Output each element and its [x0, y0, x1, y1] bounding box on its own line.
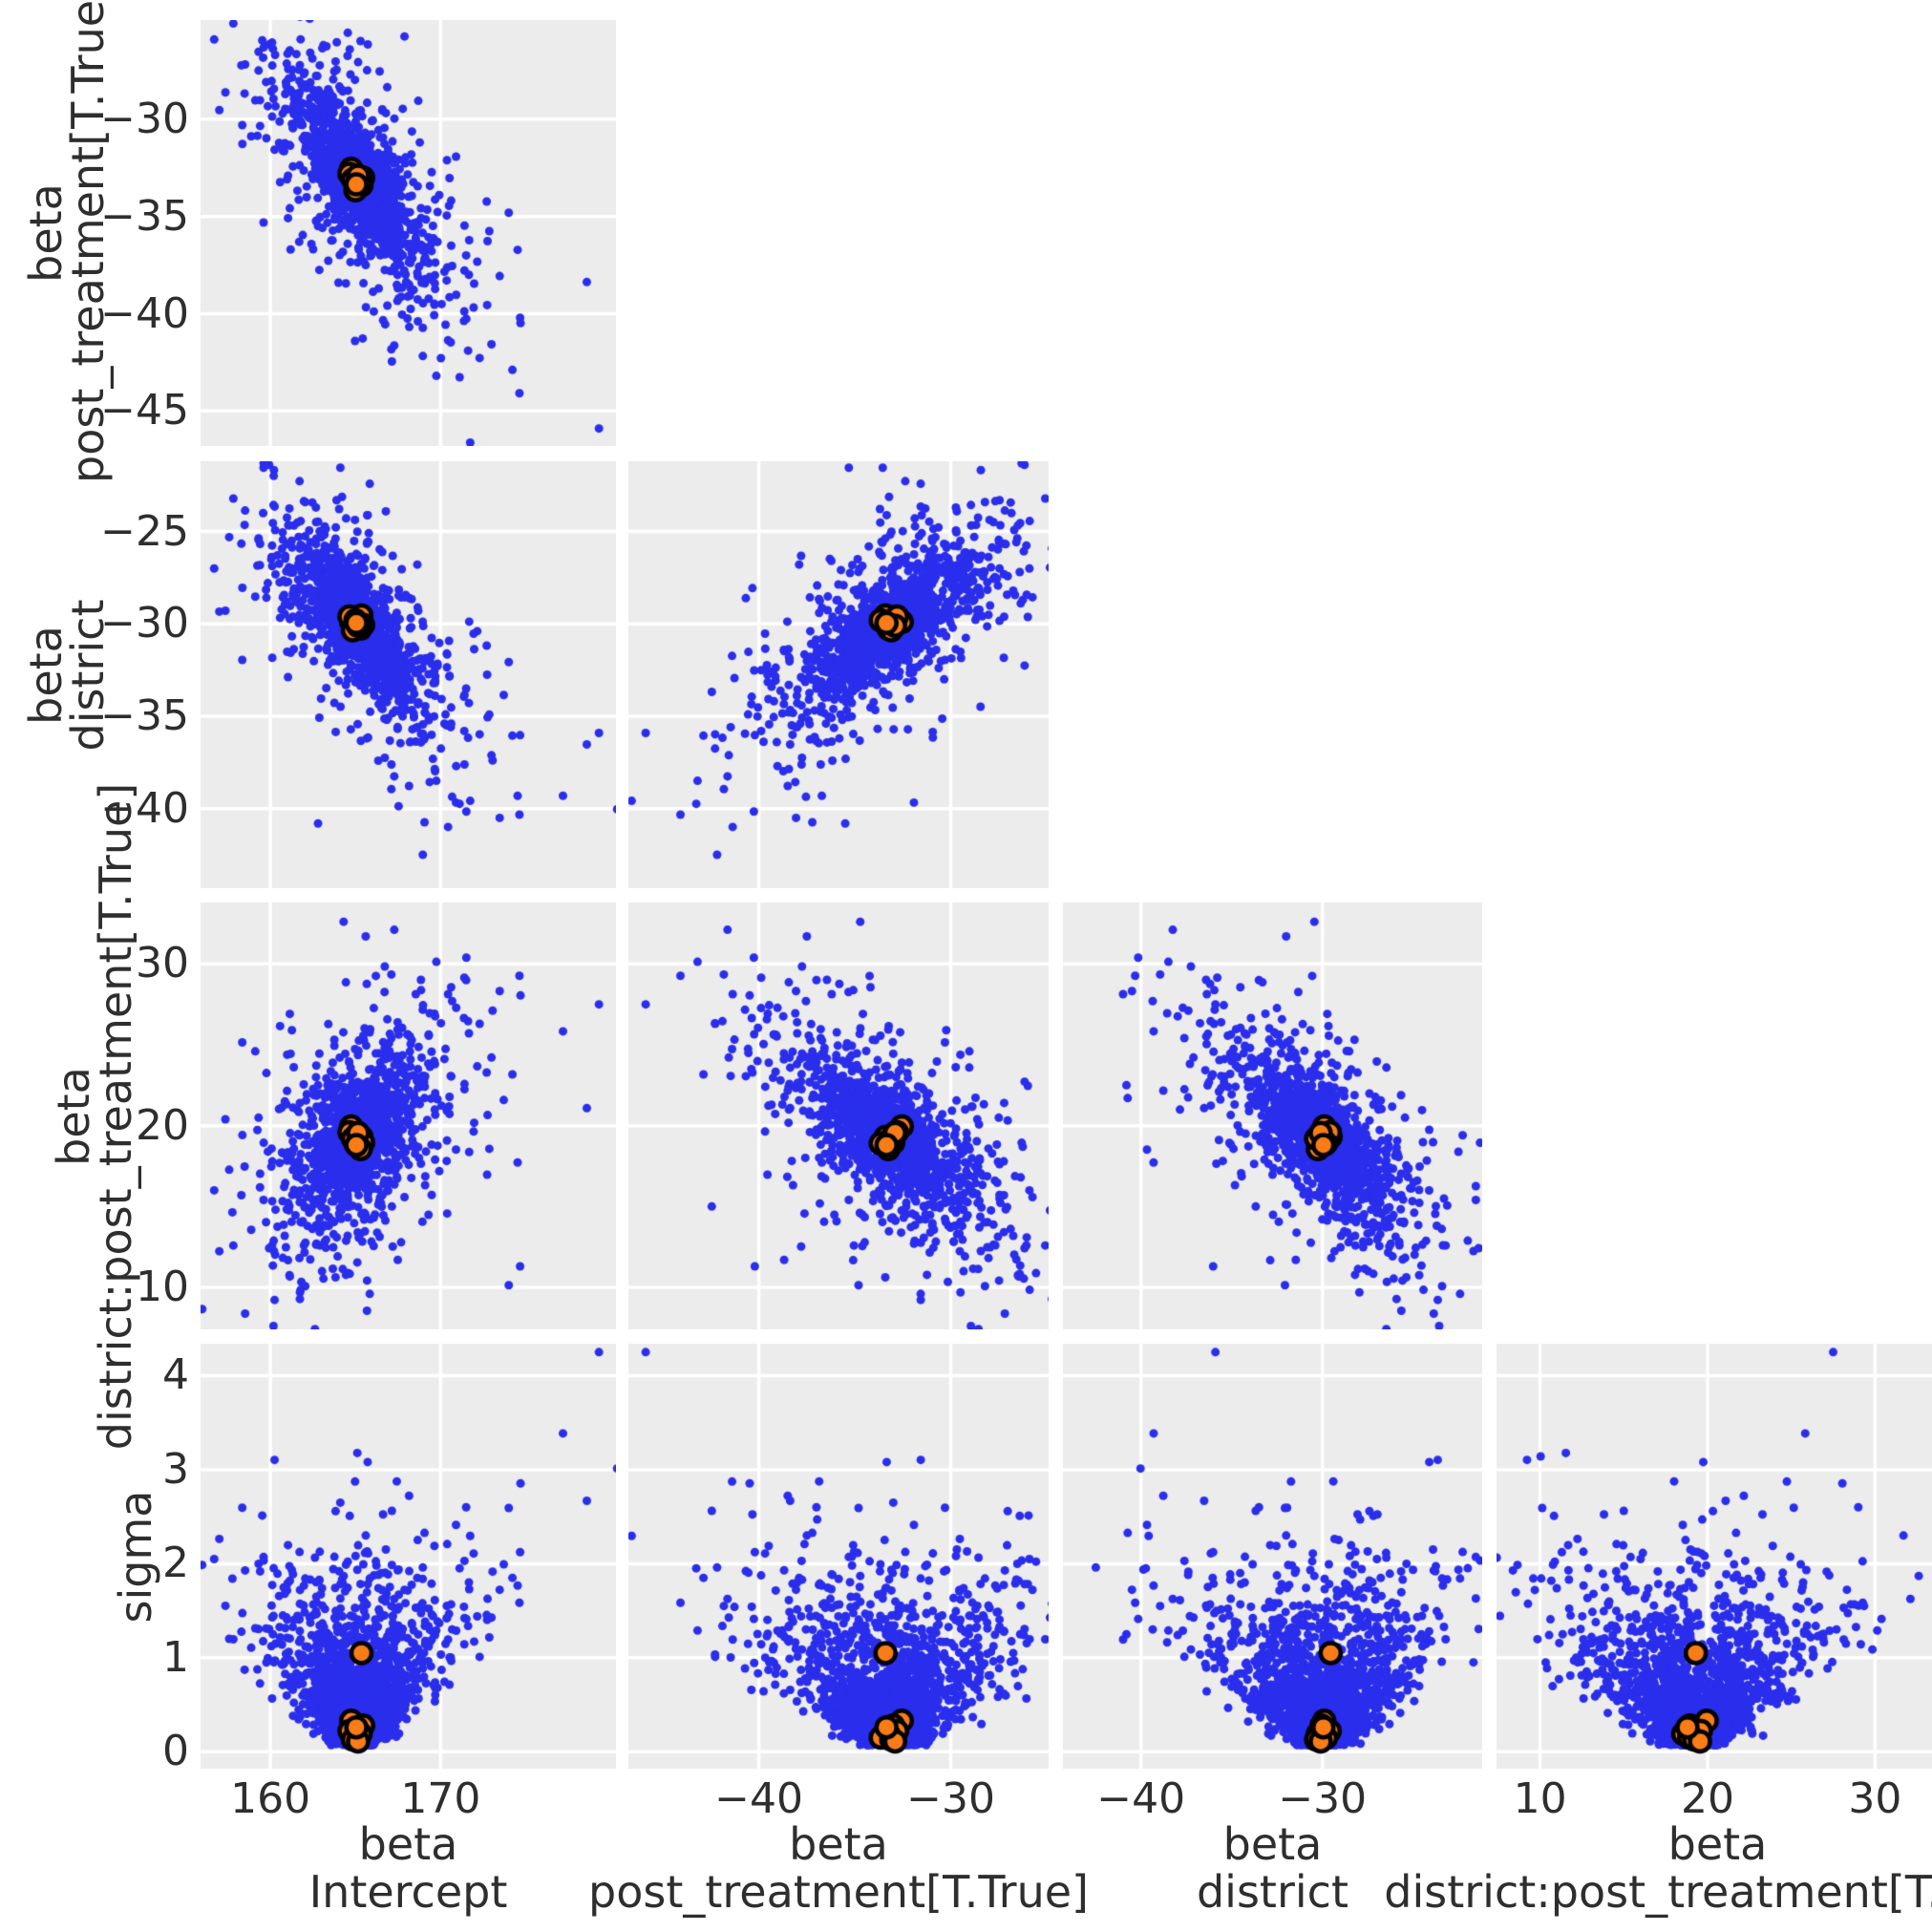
scatter-panel-interaction-vs-intercept: [201, 902, 616, 1329]
scatter-panel-sigma-vs-post_treatment: [628, 1344, 1049, 1769]
y-tick-label-sigma: 1: [162, 1632, 189, 1682]
y-tick-label-post_treatment: −30: [100, 94, 189, 143]
scatter-panel-district-vs-post_treatment: [628, 461, 1049, 888]
y-tick-label-sigma: 3: [162, 1444, 189, 1494]
x-axis-label-line: beta: [1222, 1818, 1323, 1870]
scatter-panel-sigma-vs-intercept: [201, 1344, 616, 1769]
y-tick-label-district: −40: [100, 783, 189, 833]
scatter-panel-post_treatment-vs-intercept: [201, 20, 616, 446]
y-tick-label-post_treatment: −35: [100, 191, 189, 241]
x-axis-label-line: beta: [358, 1818, 458, 1870]
y-tick-label-sigma: 4: [162, 1350, 189, 1400]
x-tick-label-post_treatment: −40: [714, 1774, 804, 1823]
scatter-panel-interaction-vs-district: [1063, 902, 1482, 1329]
y-tick-label-sigma: 0: [162, 1727, 189, 1776]
x-axis-label-line: Intercept: [308, 1866, 508, 1918]
x-tick-label-district: −40: [1096, 1774, 1186, 1823]
y-tick-label-interaction: 10: [136, 1262, 189, 1311]
x-axis-label-intercept: beta Intercept: [46, 1820, 772, 1916]
y-axis-label-interaction-line2: district:post_treatment[T.True]: [90, 782, 141, 1450]
x-tick-label-interaction: 20: [1680, 1774, 1734, 1823]
y-tick-label-interaction: 30: [136, 939, 189, 988]
x-axis-label-line: district:post_treatment[T.True]: [1384, 1866, 1932, 1918]
x-axis-label-line: post_treatment[T.True]: [588, 1866, 1089, 1918]
x-axis-label-post_treatment: beta post_treatment[T.True]: [476, 1820, 1201, 1916]
x-axis-label-district: beta district: [910, 1820, 1636, 1916]
x-tick-label-intercept: 160: [230, 1774, 311, 1823]
x-tick-label-interaction: 30: [1848, 1774, 1902, 1823]
y-tick-label-sigma: 2: [162, 1539, 189, 1588]
y-tick-label-district: −30: [100, 599, 189, 648]
x-axis-label-line: beta: [789, 1818, 888, 1870]
x-tick-label-post_treatment: −30: [906, 1774, 995, 1823]
scatter-panel-sigma-vs-district: [1063, 1344, 1482, 1769]
y-tick-label-district: −35: [100, 691, 189, 741]
y-tick-label-district: −25: [100, 506, 189, 556]
x-tick-label-intercept: 170: [400, 1774, 481, 1823]
y-axis-label-post_treatment-line2: post_treatment[T.True]: [62, 0, 114, 483]
x-axis-label-line: district: [1196, 1866, 1348, 1918]
y-tick-label-post_treatment: −45: [100, 386, 189, 435]
x-tick-label-interaction: 10: [1513, 1774, 1567, 1823]
y-axis-label-district-line2: district: [62, 598, 114, 752]
x-tick-label-district: −30: [1278, 1774, 1368, 1823]
scatter-panel-district-vs-intercept: [201, 461, 616, 888]
y-tick-label-interaction: 20: [136, 1100, 189, 1150]
scatter-panel-sigma-vs-interaction: [1497, 1344, 1932, 1769]
y-tick-label-post_treatment: −40: [100, 288, 189, 338]
x-axis-label-line: beta: [1667, 1818, 1768, 1870]
y-axis-label-sigma-line1: sigma: [110, 1490, 161, 1623]
scatter-panel-interaction-vs-post_treatment: [628, 902, 1049, 1329]
